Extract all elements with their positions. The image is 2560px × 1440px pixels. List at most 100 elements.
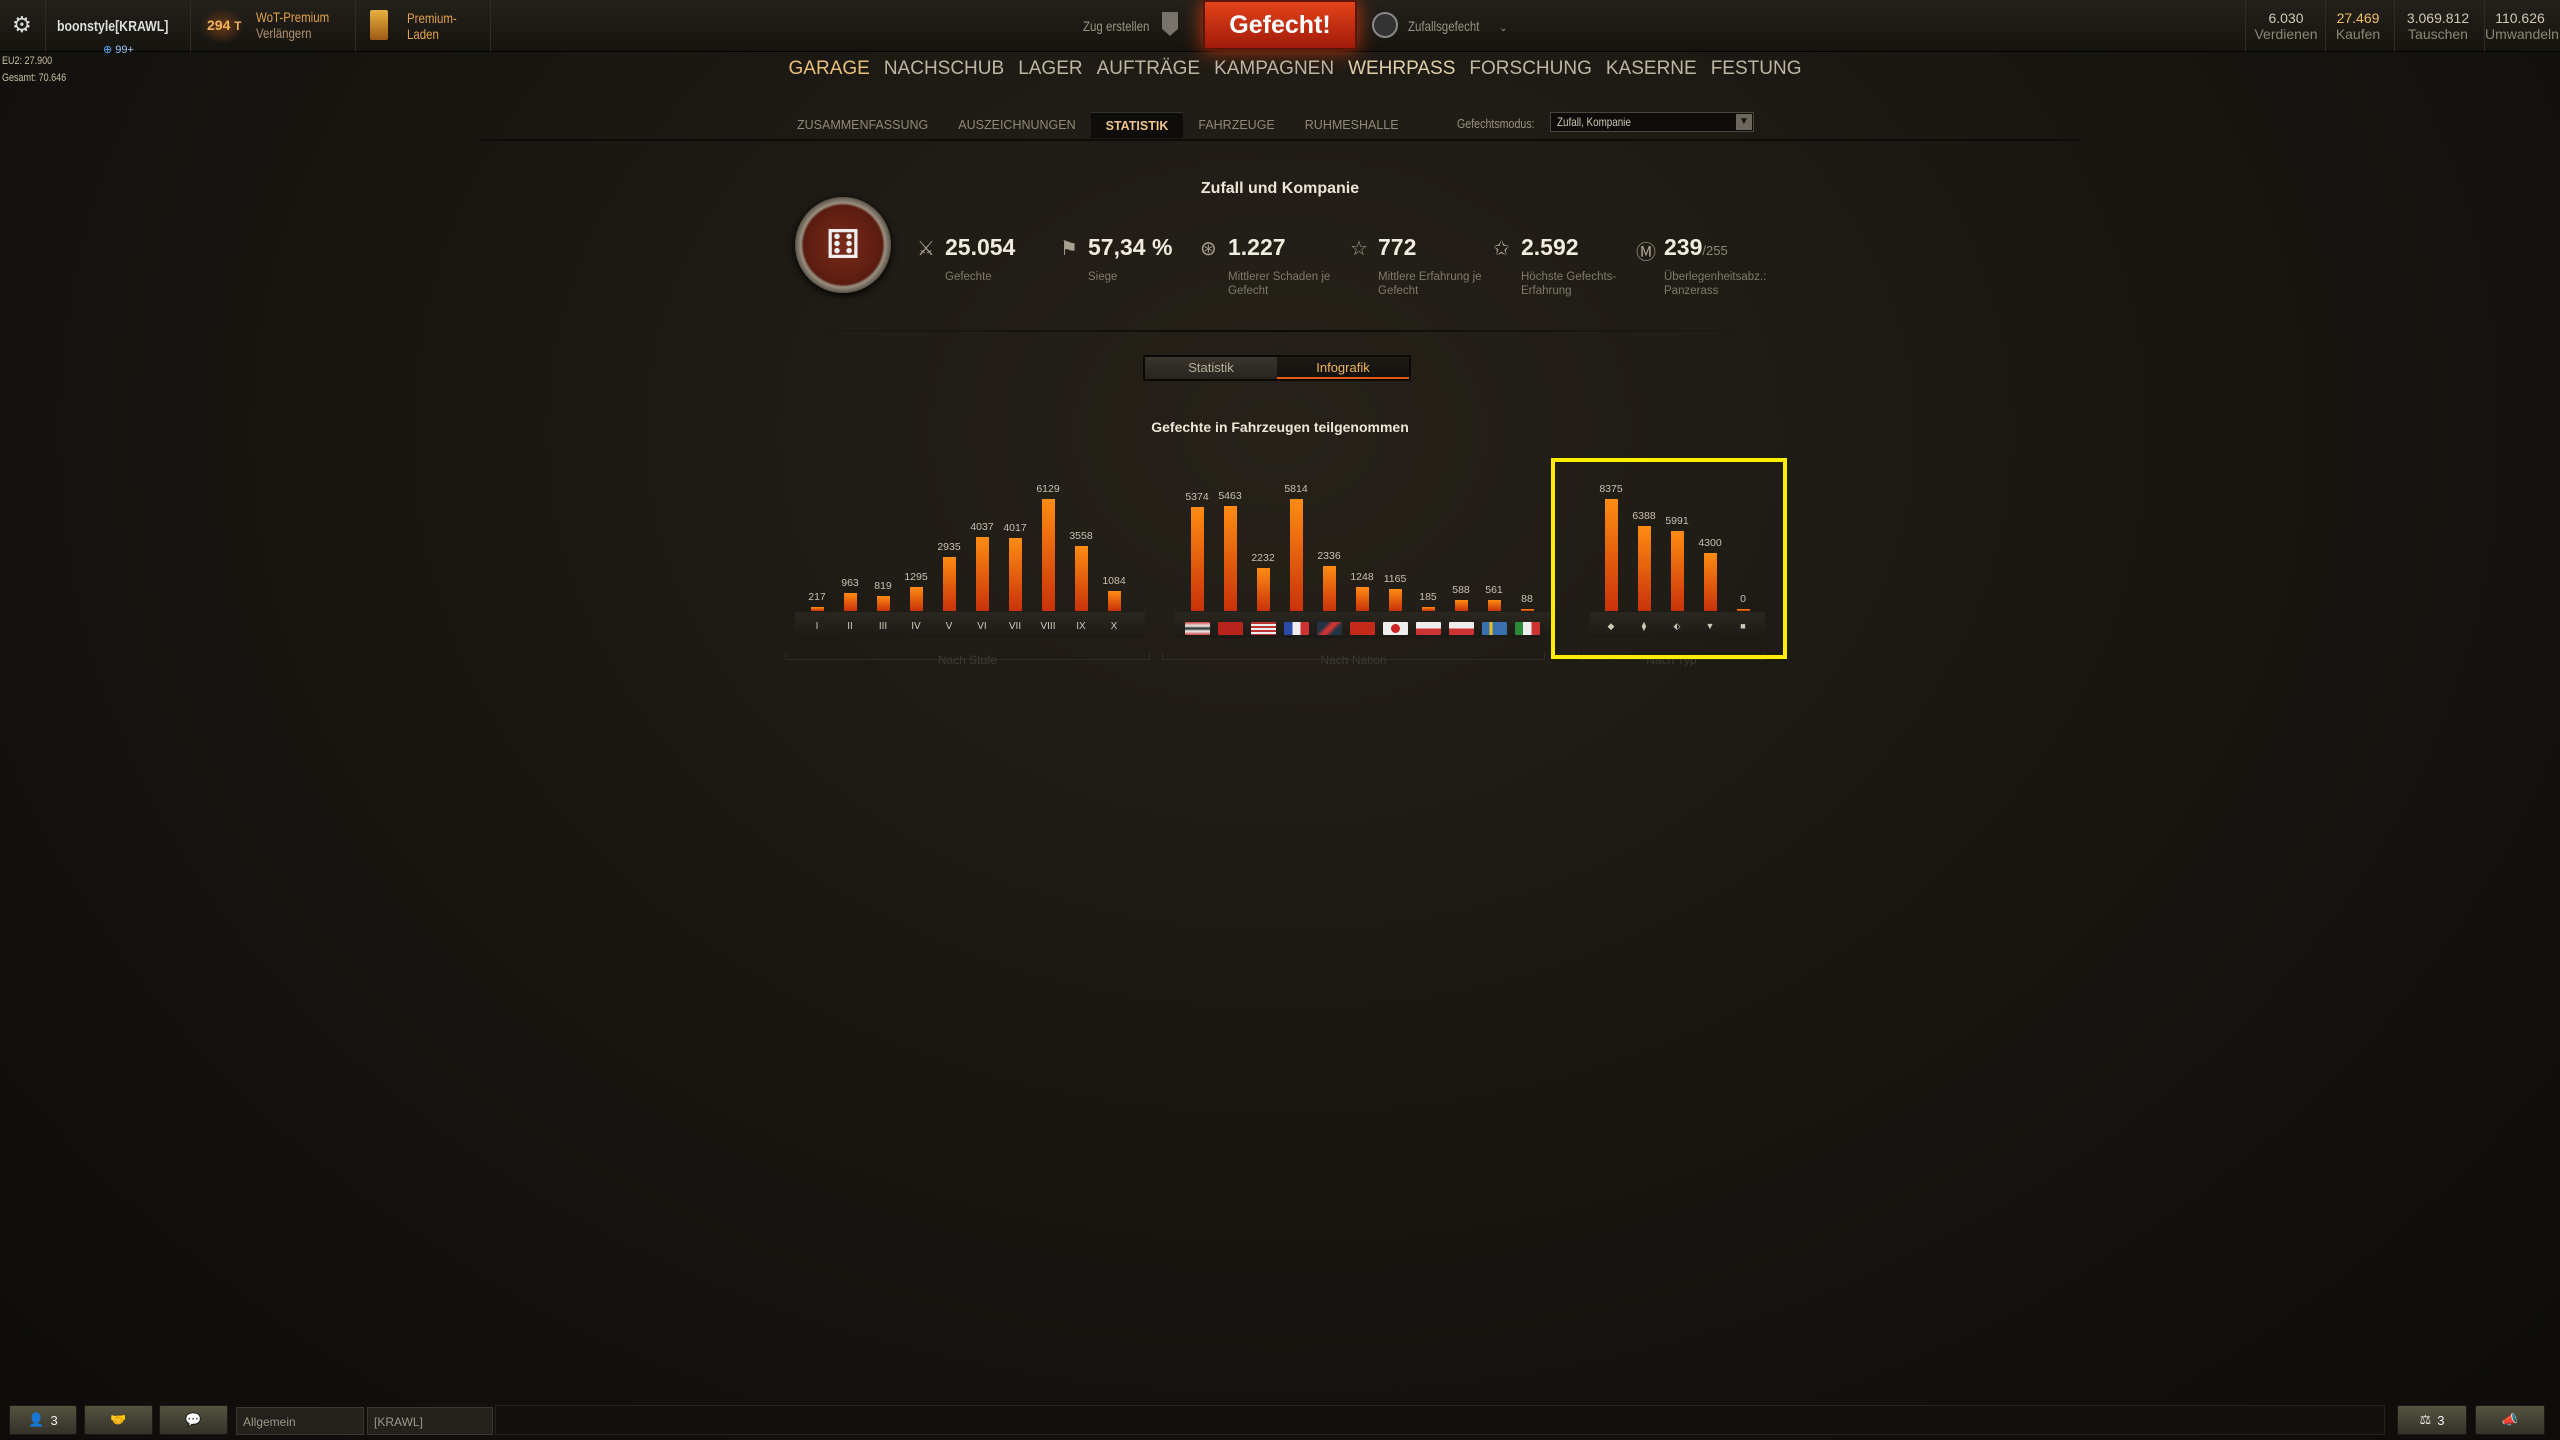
bar[interactable] — [876, 596, 890, 611]
subtab-auszeichnungen[interactable]: AUSZEICHNUNGEN — [958, 118, 1076, 132]
premium-action: Verlängern — [256, 25, 312, 41]
invites-badge[interactable]: ⊕ 99+ — [103, 44, 134, 56]
nav-kampagnen[interactable]: KAMPAGNEN — [1214, 58, 1335, 79]
group-bracket — [1162, 652, 1545, 660]
bar-value: 6129 — [1036, 483, 1060, 495]
battle-mode-dropdown[interactable]: Zufall, Kompanie ▼ — [1550, 112, 1754, 132]
bar[interactable] — [1322, 565, 1336, 611]
tier-label: VIII — [1040, 621, 1056, 632]
bar-value: 3558 — [1069, 529, 1093, 542]
bar[interactable] — [1520, 609, 1534, 611]
subtab-zusammenfassung[interactable]: ZUSAMMENFASSUNG — [797, 118, 929, 132]
compare-button[interactable]: ⚖ 3 — [2397, 1405, 2467, 1435]
currency-umwandeln[interactable]: 110.626 Umwandeln — [2485, 10, 2559, 42]
divider — [480, 139, 2080, 141]
currency-tauschen[interactable]: 3.069.812 Tauschen — [2395, 0, 2485, 52]
bar[interactable] — [1223, 505, 1237, 611]
bar-value: 6388 — [1632, 509, 1656, 522]
subtab-ruhmeshalle[interactable]: RUHMESHALLE — [1304, 118, 1399, 132]
settings-gear-icon[interactable]: ⚙ — [12, 12, 32, 37]
flag-ussr-icon — [1217, 622, 1243, 635]
group-label: Nach Stufe — [937, 653, 998, 667]
platoon-shield-icon — [1162, 12, 1178, 36]
dropdown-arrow-icon: ▼ — [1736, 114, 1752, 130]
nav-forschung[interactable]: FORSCHUNG — [1469, 58, 1592, 79]
players-button[interactable]: 👤 3 — [9, 1405, 77, 1435]
chat-bar — [495, 1405, 2385, 1435]
subtab-fahrzeuge[interactable]: FAHRZEUGE — [1198, 118, 1275, 132]
battle-mode-selector[interactable]: Zufallsgefecht ⌄ — [1408, 18, 1508, 34]
bar[interactable] — [1487, 600, 1501, 611]
nav-garage[interactable]: GARAGE — [788, 58, 870, 79]
bar[interactable] — [1355, 586, 1369, 611]
shell-icon: ⊛ — [1200, 238, 1217, 260]
stat-label: Siege — [1088, 271, 1118, 283]
flag-italy-icon — [1514, 622, 1540, 635]
bar[interactable] — [1289, 499, 1303, 611]
premium-shop-button[interactable]: Premium- Laden — [365, 6, 475, 46]
channel-allgemein[interactable]: Allgemein — [236, 1407, 364, 1435]
chart-axis-strip — [795, 612, 1145, 638]
bar[interactable] — [1670, 530, 1684, 611]
bar[interactable] — [1454, 599, 1468, 611]
chat-button[interactable]: 💬 — [159, 1405, 228, 1435]
bar[interactable] — [942, 557, 956, 611]
bar[interactable] — [1388, 588, 1402, 611]
bar[interactable] — [1041, 499, 1055, 611]
bar[interactable] — [1421, 607, 1435, 611]
nav-wehrpass[interactable]: WEHRPASS — [1348, 58, 1456, 79]
bar[interactable] — [1256, 568, 1270, 611]
bar[interactable] — [1074, 545, 1088, 611]
group-label: Nach Nation — [1320, 653, 1387, 667]
tier-label: X — [1110, 621, 1118, 632]
subtab-statistik[interactable]: STATISTIK — [1090, 112, 1184, 138]
bar-value: 185 — [1419, 591, 1437, 604]
bar[interactable] — [843, 593, 857, 611]
premium-button[interactable]: 294 T WoT-Premium Verlängern — [200, 8, 340, 44]
notifications-button[interactable]: 📣 — [2475, 1405, 2545, 1435]
bar[interactable] — [1736, 609, 1750, 611]
nav-kaserne[interactable]: KASERNE — [1605, 58, 1697, 79]
currency-kaufen[interactable]: 27.469 Kaufen — [2325, 0, 2395, 52]
bar[interactable] — [975, 537, 989, 611]
bar[interactable] — [1703, 553, 1717, 611]
flag-japan-icon — [1382, 622, 1408, 635]
nav-lager[interactable]: LAGER — [1018, 58, 1083, 79]
bar[interactable] — [1604, 499, 1618, 611]
group-bracket — [785, 652, 1150, 660]
bar[interactable] — [1637, 525, 1651, 611]
top-bar: ⚙ boonstyle[KRAWL] ⊕ 99+ 294 T WoT-Premi… — [0, 0, 2560, 56]
bar-value: 963 — [841, 577, 859, 590]
bar[interactable] — [810, 607, 824, 611]
nav-festung[interactable]: FESTUNG — [1710, 58, 1802, 79]
plus-circle-icon: ⊕ — [103, 44, 113, 56]
toggle-statistik[interactable]: Statistik — [1145, 357, 1277, 379]
bar-value: 4037 — [970, 521, 994, 534]
battle-button[interactable]: Gefecht! — [1203, 0, 1357, 50]
handshake-icon: 🤝 — [110, 1412, 127, 1427]
stat-value: 239/255 — [1664, 234, 1728, 260]
bar-value: 2336 — [1317, 549, 1341, 562]
bar[interactable] — [1190, 507, 1204, 611]
bar[interactable] — [909, 587, 923, 611]
tier-label: I — [815, 621, 819, 632]
stat-value: 57,34 % — [1088, 234, 1173, 260]
scales-icon: ⚖ — [2419, 1412, 2432, 1427]
bar[interactable] — [1008, 537, 1022, 611]
bar-value: 1295 — [904, 571, 928, 584]
divider — [780, 330, 1780, 332]
bar-value: 2935 — [937, 541, 961, 554]
total-online: Gesamt: 70.646 — [2, 72, 67, 84]
toggle-infografik[interactable]: Infografik — [1277, 357, 1409, 379]
flag-sweden-icon — [1481, 622, 1507, 635]
bar[interactable] — [1107, 591, 1121, 611]
stat-label: Mittlerer Schaden je Gefecht — [1228, 271, 1331, 297]
channel-krawl[interactable]: [KRAWL] — [367, 1407, 493, 1435]
currency-verdienen[interactable]: 6.030 Verdienen — [2250, 0, 2326, 52]
chart-axis-strip — [1590, 612, 1765, 638]
nav-aufträge[interactable]: AUFTRÄGE — [1096, 58, 1201, 79]
nav-nachschub[interactable]: NACHSCHUB — [883, 58, 1005, 79]
create-platoon-button[interactable]: Zug erstellen — [1083, 18, 1150, 34]
clan-handshake-button[interactable]: 🤝 — [84, 1405, 153, 1435]
username[interactable]: boonstyle[KRAWL] — [57, 18, 169, 35]
